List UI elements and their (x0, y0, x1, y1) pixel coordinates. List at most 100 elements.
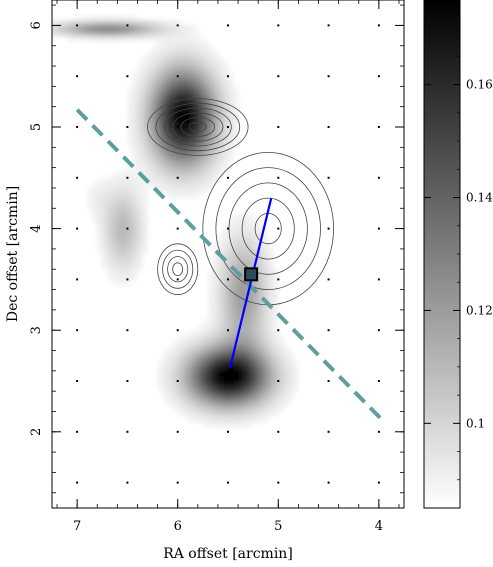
heatmap-cell (212, 360, 219, 367)
heatmap-cell (192, 157, 199, 164)
heatmap-cell (217, 127, 224, 133)
heatmap-cell (223, 396, 229, 402)
heatmap-cell (248, 401, 254, 407)
heatmap-cell (263, 238, 269, 245)
heatmap-cell (238, 325, 244, 331)
heatmap-cell (172, 137, 179, 143)
heatmap-cell (187, 345, 194, 352)
heatmap-cell (182, 86, 189, 93)
heatmap-cell (223, 391, 229, 397)
heatmap-cell (182, 172, 189, 179)
heatmap-cell (238, 330, 244, 336)
heatmap-cell (142, 157, 149, 164)
heatmap-cell (142, 218, 149, 225)
heatmap-cell (258, 279, 264, 286)
heatmap-cell (147, 137, 154, 143)
heatmap-cell (97, 193, 103, 199)
heatmap-cell (268, 330, 274, 336)
heatmap-cell (202, 157, 209, 164)
y-tick-label: 2 (29, 428, 44, 436)
heatmap-cell (127, 111, 133, 118)
heatmap-cell (172, 360, 179, 367)
heatmap-cell (177, 340, 184, 347)
grid-dot (76, 329, 79, 332)
heatmap-cell (162, 45, 169, 52)
heatmap-cell (112, 25, 118, 32)
heatmap-cell (142, 238, 149, 245)
heatmap-cell (243, 233, 249, 240)
heatmap-cell (268, 411, 274, 418)
heatmap-cell (137, 188, 144, 194)
heatmap-cell (212, 284, 219, 291)
heatmap-cell (137, 76, 144, 82)
heatmap-cell (228, 218, 234, 225)
heatmap-cell (137, 213, 144, 220)
heatmap-cell (258, 375, 264, 382)
heatmap-cell (137, 193, 144, 199)
heatmap-cell (132, 35, 139, 42)
heatmap-cell (197, 132, 204, 138)
heatmap-cell (132, 81, 139, 87)
heatmap-cell (182, 182, 189, 189)
grid-dot (176, 430, 179, 433)
heatmap-cell (258, 330, 264, 336)
heatmap-cell (182, 411, 189, 418)
heatmap-cell (192, 375, 199, 382)
heatmap-cell (258, 386, 264, 392)
heatmap-cell (132, 71, 139, 77)
heatmap-cell (223, 228, 229, 235)
heatmap-cell (112, 254, 118, 260)
heatmap-cell (127, 172, 133, 179)
grid-dot (377, 227, 380, 230)
heatmap-cell (212, 254, 219, 260)
heatmap-cell (268, 264, 274, 270)
heatmap-cell (112, 223, 118, 230)
heatmap-cell (223, 111, 229, 118)
grid-dot (277, 278, 280, 281)
heatmap-cell (258, 340, 264, 347)
heatmap-cell (182, 167, 189, 174)
heatmap-cell (192, 96, 199, 103)
heatmap-cell (127, 121, 133, 128)
heatmap-cell (132, 254, 139, 260)
heatmap-cell (157, 76, 164, 82)
heatmap-cell (207, 330, 214, 336)
heatmap-cell (187, 96, 194, 103)
heatmap-cell (273, 284, 279, 291)
heatmap-cell (132, 233, 139, 240)
heatmap-cell (172, 406, 179, 413)
heatmap-cell (238, 294, 244, 301)
heatmap-cell (192, 355, 199, 362)
heatmap-cell (197, 381, 204, 387)
heatmap-cell (102, 20, 108, 26)
heatmap-cell (268, 259, 274, 265)
heatmap-cell (157, 167, 164, 174)
heatmap-cell (223, 116, 229, 123)
heatmap-cell (162, 157, 169, 164)
grid-dot (176, 227, 179, 230)
heatmap-cell (87, 30, 93, 37)
heatmap-cell (112, 238, 118, 245)
heatmap-cell (197, 55, 204, 62)
heatmap-cell (212, 127, 219, 133)
heatmap-cell (177, 50, 184, 57)
heatmap-cell (172, 147, 179, 153)
heatmap-cell (278, 365, 284, 372)
heatmap-cell (107, 182, 113, 189)
heatmap-cell (243, 340, 249, 347)
heatmap-cell (167, 391, 174, 397)
heatmap-cell (217, 391, 224, 397)
heatmap-cell (233, 116, 239, 123)
heatmap-cell (147, 20, 154, 26)
heatmap-cell (202, 132, 209, 138)
heatmap-cell (217, 172, 224, 179)
heatmap-cell (167, 345, 174, 352)
heatmap-cell (162, 396, 169, 402)
heatmap-cell (72, 35, 78, 42)
heatmap-cell (117, 243, 123, 250)
heatmap-cell (112, 243, 118, 250)
heatmap-cell (223, 370, 229, 377)
heatmap-cell (217, 381, 224, 387)
heatmap-cell (117, 203, 123, 209)
heatmap-cell (263, 335, 269, 341)
